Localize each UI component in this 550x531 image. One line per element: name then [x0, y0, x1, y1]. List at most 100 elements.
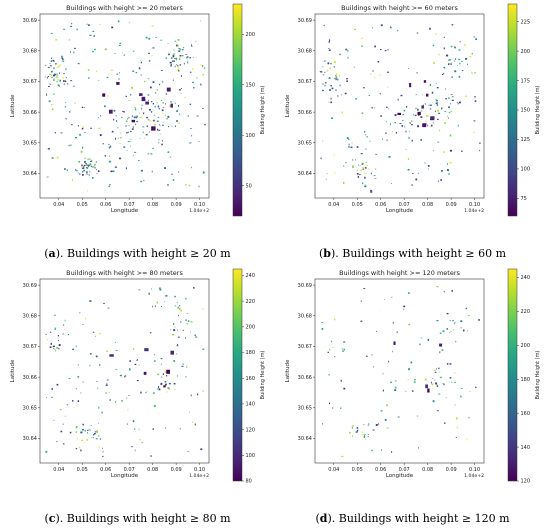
building-point: [110, 170, 113, 173]
building-point: [116, 81, 120, 85]
x-axis-label: Longitude: [386, 208, 414, 214]
building-point: [394, 122, 396, 124]
building-point: [143, 180, 145, 182]
building-point: [97, 435, 100, 437]
building-point: [444, 121, 446, 124]
y-tick-label: 30.67: [23, 344, 37, 350]
building-point: [436, 285, 439, 288]
colorbar-tick-label: 175: [521, 78, 531, 84]
building-point: [454, 58, 457, 60]
building-point: [346, 80, 348, 82]
building-point: [440, 170, 443, 172]
building-point: [321, 327, 324, 330]
building-point: [478, 318, 480, 321]
building-point: [164, 167, 166, 169]
building-point: [423, 80, 427, 83]
building-point: [105, 392, 107, 394]
building-point: [435, 83, 437, 85]
y-tick-label: 30.65: [298, 406, 312, 412]
building-point: [94, 431, 96, 433]
building-point: [178, 308, 181, 311]
building-point: [190, 394, 192, 397]
building-point: [174, 102, 177, 104]
building-point: [371, 354, 373, 356]
building-point: [186, 313, 189, 314]
building-point: [45, 95, 48, 96]
building-point: [44, 76, 46, 78]
building-point: [52, 74, 55, 77]
building-point: [471, 72, 473, 74]
building-point: [119, 42, 122, 44]
building-point: [396, 331, 398, 334]
building-point: [157, 387, 159, 390]
building-point: [431, 381, 432, 384]
building-point: [77, 376, 80, 378]
building-point: [437, 180, 439, 182]
building-point: [375, 168, 377, 170]
building-point: [115, 341, 116, 343]
building-point: [192, 81, 194, 84]
building-point: [97, 170, 100, 173]
building-point: [154, 305, 156, 307]
building-point: [162, 373, 164, 376]
building-point: [176, 64, 178, 66]
building-point: [475, 386, 477, 388]
building-point: [149, 86, 152, 89]
building-point: [377, 60, 380, 63]
building-point: [59, 79, 61, 82]
building-point: [143, 112, 145, 115]
building-point: [170, 329, 172, 331]
building-point: [62, 76, 64, 79]
building-point: [50, 70, 53, 73]
building-point: [386, 427, 389, 429]
building-point: [62, 443, 65, 445]
building-point: [131, 115, 133, 118]
building-point: [450, 63, 452, 65]
building-point: [436, 385, 439, 387]
building-point: [320, 71, 323, 73]
building-point: [202, 65, 204, 67]
building-point: [93, 434, 95, 436]
colorbar-tick-label: 200: [246, 325, 256, 331]
building-point: [449, 161, 452, 164]
building-point: [181, 49, 184, 51]
building-point: [456, 101, 458, 103]
building-point: [145, 392, 147, 394]
building-point: [176, 110, 178, 112]
y-tick-label: 30.66: [298, 375, 312, 381]
building-point: [145, 101, 150, 105]
building-point: [97, 117, 99, 119]
building-point: [429, 84, 431, 86]
building-point: [77, 400, 80, 403]
building-point: [333, 154, 336, 156]
building-point: [153, 354, 155, 356]
building-point: [140, 391, 142, 394]
building-point: [322, 66, 324, 68]
building-point: [165, 103, 166, 105]
building-point: [331, 340, 333, 343]
building-point: [165, 370, 166, 373]
building-point: [57, 334, 60, 337]
building-point: [81, 127, 84, 130]
building-point: [173, 382, 176, 385]
building-point: [202, 348, 205, 350]
building-point: [177, 109, 179, 111]
building-point: [400, 94, 403, 97]
building-point: [474, 72, 476, 74]
building-point: [407, 158, 410, 161]
building-point: [362, 168, 365, 170]
building-point: [174, 326, 176, 329]
building-point: [170, 350, 174, 355]
building-point: [454, 372, 456, 374]
building-point: [440, 179, 442, 181]
x-tick-label: 0.04: [53, 202, 64, 208]
building-point: [436, 86, 439, 89]
building-point: [374, 45, 376, 48]
building-point: [186, 323, 188, 325]
building-point: [189, 142, 192, 144]
building-point: [120, 136, 122, 139]
building-point: [358, 164, 360, 166]
building-point: [193, 286, 195, 289]
building-point: [62, 423, 64, 425]
building-point: [93, 35, 95, 37]
